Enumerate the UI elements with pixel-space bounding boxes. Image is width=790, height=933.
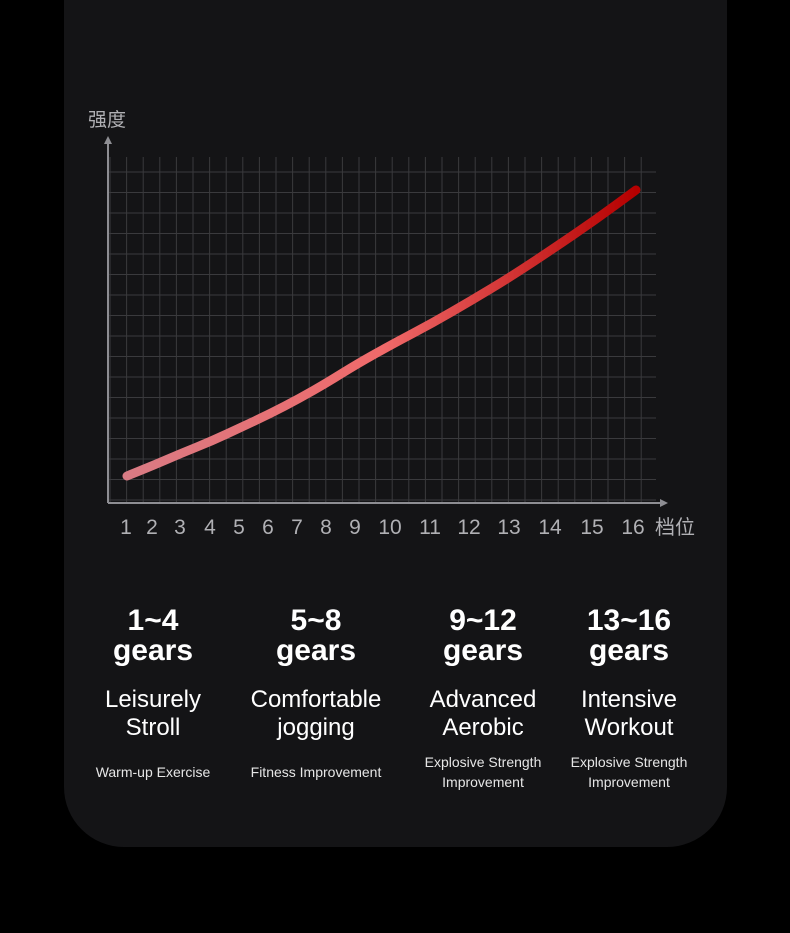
chart-grid <box>108 157 656 502</box>
x-axis-label: 档位 <box>655 516 695 539</box>
x-tick-label: 14 <box>538 516 562 539</box>
level-desc: Fitness Improvement <box>250 764 382 780</box>
x-tick-label: 15 <box>580 516 603 539</box>
level-title: Comfortable jogging <box>250 686 382 741</box>
x-axis-arrow <box>660 499 668 507</box>
x-tick-label: 3 <box>174 516 186 539</box>
level-range: 9~12 gears <box>442 604 524 667</box>
level-range: 1~4 gears <box>112 604 194 667</box>
level-desc: Explosive Strength Improvement <box>424 754 542 790</box>
x-tick-label: 16 <box>621 516 644 539</box>
level-title: Advanced Aerobic <box>429 686 537 741</box>
level-range: 13~16 gears <box>586 604 672 667</box>
x-tick-label: 12 <box>457 516 480 539</box>
chart-axes <box>104 136 668 507</box>
card <box>64 0 727 847</box>
x-tick-label: 11 <box>419 516 441 539</box>
x-tick-label: 1 <box>120 516 132 539</box>
x-tick-label: 13 <box>497 516 520 539</box>
intensity-chart: 1 2 3 4 5 6 7 8 9 10 11 12 13 14 15 16 强度 档位 <box>88 109 695 539</box>
level-desc: Warm-up Exercise <box>95 764 211 780</box>
level-column-1: 1~4 gears Leisurely Stroll Warm-up Exerc… <box>75 606 231 782</box>
level-column-2: 5~8 gears Comfortable jogging Fitness Im… <box>236 606 396 782</box>
y-axis-arrow <box>104 136 112 144</box>
x-tick-label: 8 <box>320 516 332 539</box>
level-column-3: 9~12 gears Advanced Aerobic Explosive St… <box>410 606 556 792</box>
x-tick-label: 4 <box>204 516 216 539</box>
level-range: 5~8 gears <box>275 604 357 667</box>
x-tick-label: 7 <box>291 516 303 539</box>
x-tick-label: 10 <box>378 516 401 539</box>
level-title: Leisurely Stroll <box>104 686 202 741</box>
intensity-line <box>122 185 641 481</box>
x-tick-label: 5 <box>233 516 245 539</box>
level-desc: Explosive Strength Improvement <box>570 754 688 790</box>
x-tick-labels: 1 2 3 4 5 6 7 8 9 10 11 12 13 14 15 16 <box>120 516 645 539</box>
level-title: Intensive Workout <box>580 686 678 741</box>
x-tick-label: 9 <box>349 516 361 539</box>
x-tick-label: 2 <box>146 516 158 539</box>
x-tick-label: 6 <box>262 516 274 539</box>
level-column-4: 13~16 gears Intensive Workout Explosive … <box>558 606 700 792</box>
series-line <box>122 185 641 481</box>
y-axis-label: 强度 <box>88 109 126 131</box>
